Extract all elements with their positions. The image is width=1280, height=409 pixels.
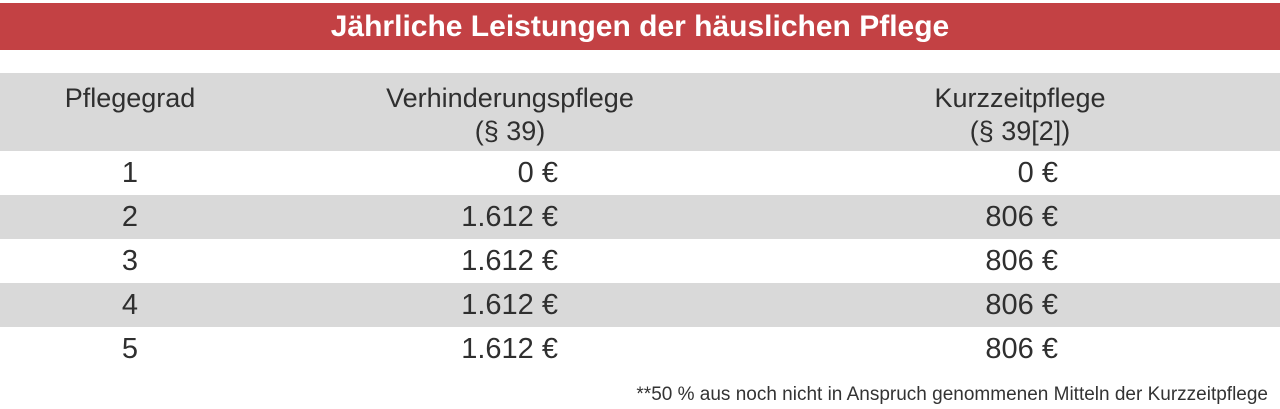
- table-row: 3 1.612 € 806 €: [0, 239, 1280, 283]
- header-cell-kurzzeitpflege: Kurzzeitpflege (§ 39[2]): [760, 82, 1280, 151]
- header-sublabel: (§ 39[2]): [969, 116, 1071, 146]
- header-cell-pflegegrad: Pflegegrad: [0, 82, 260, 151]
- cell-verhinderungspflege: 1.612 €: [461, 332, 558, 365]
- cell-pflegegrad: 5: [121, 332, 139, 365]
- cell-kurzzeitpflege: 806 €: [985, 332, 1058, 365]
- cell-kurzzeitpflege: 806 €: [985, 200, 1058, 233]
- header-cell-verhinderungspflege: Verhinderungspflege (§ 39): [260, 82, 760, 151]
- page-title: Jährliche Leistungen der häuslichen Pfle…: [330, 9, 950, 43]
- cell-verhinderungspflege: 0 €: [517, 156, 558, 189]
- cell-pflegegrad: 1: [121, 156, 139, 189]
- cell-verhinderungspflege: 1.612 €: [461, 200, 558, 233]
- cell-pflegegrad: 2: [121, 200, 139, 233]
- cell-kurzzeitpflege: 806 €: [985, 288, 1058, 321]
- cell-pflegegrad: 4: [121, 288, 139, 321]
- cell-kurzzeitpflege: 806 €: [985, 244, 1058, 277]
- header-label: Kurzzeitpflege: [934, 83, 1106, 113]
- table-row: 1 0 € 0 €: [0, 151, 1280, 195]
- footnote: **50 % aus noch nicht in Anspruch genomm…: [636, 384, 1268, 405]
- cell-kurzzeitpflege: 0 €: [1017, 156, 1058, 189]
- cell-pflegegrad: 3: [121, 244, 139, 277]
- table-header: Pflegegrad Verhinderungspflege (§ 39) Ku…: [0, 73, 1280, 151]
- header-label: Verhinderungspflege: [386, 83, 634, 113]
- header-sublabel: (§ 39): [474, 116, 546, 146]
- table-row: 2 1.612 € 806 €: [0, 195, 1280, 239]
- table-row: 4 1.612 € 806 €: [0, 283, 1280, 327]
- table-row: 5 1.612 € 806 €: [0, 327, 1280, 371]
- cell-verhinderungspflege: 1.612 €: [461, 288, 558, 321]
- title-bar: Jährliche Leistungen der häuslichen Pfle…: [0, 3, 1280, 50]
- cell-verhinderungspflege: 1.612 €: [461, 244, 558, 277]
- header-label: Pflegegrad: [64, 83, 196, 113]
